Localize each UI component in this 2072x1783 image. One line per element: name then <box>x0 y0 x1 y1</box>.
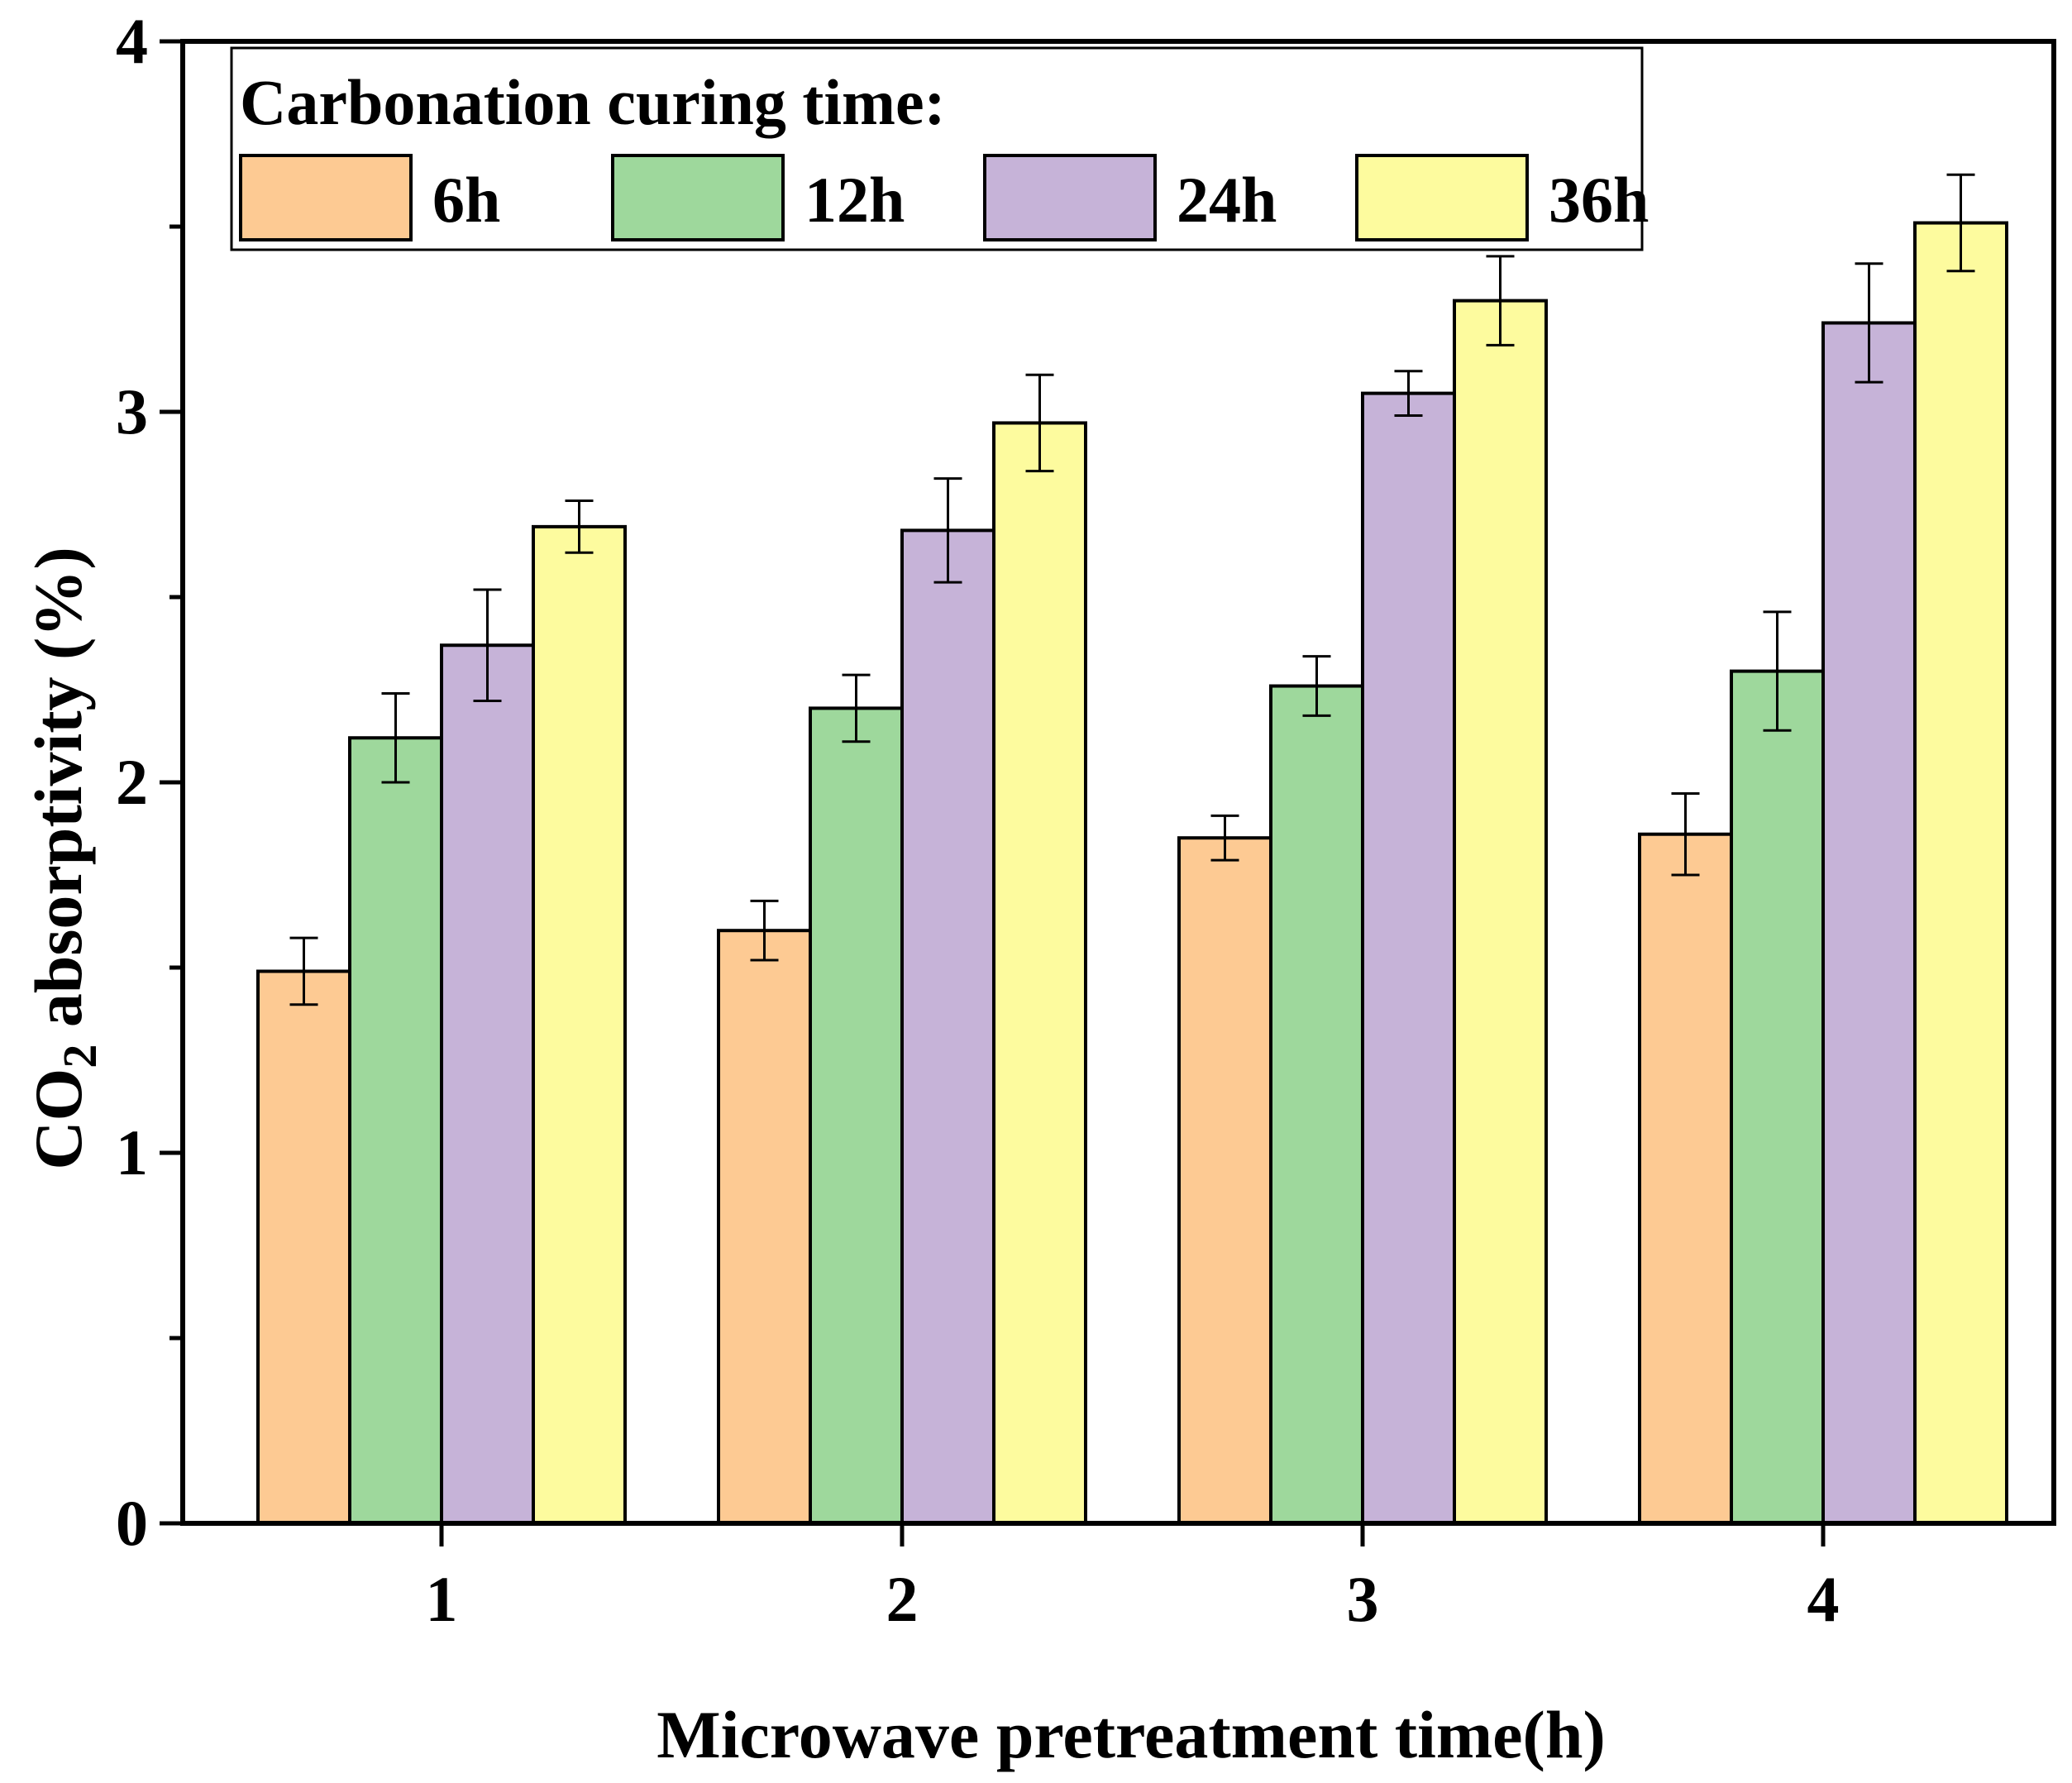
y-tick-label: 3 <box>116 375 148 447</box>
error-bar-24h-cat-2 <box>933 477 962 584</box>
legend-label-6h: 6h <box>432 164 500 236</box>
bar-12h-cat-2 <box>809 706 904 1525</box>
error-bar-24h-cat-1 <box>473 588 502 702</box>
x-tick-label: 3 <box>1347 1563 1379 1635</box>
x-axis-title: Microwave pretreatment time(h) <box>656 1697 1606 1772</box>
bar-6h-cat-2 <box>717 929 812 1525</box>
y-axis-title-rest: absorptivity (%) <box>21 547 96 1044</box>
y-tick-label: 0 <box>116 1487 148 1559</box>
bar-24h-cat-1 <box>440 643 535 1525</box>
legend: Carbonation curing time: 6h 12h 24h 36h <box>230 46 1649 251</box>
bar-36h-cat-1 <box>532 524 627 1525</box>
error-bar-6h-cat-4 <box>1671 791 1700 877</box>
error-bar-6h-cat-1 <box>289 936 318 1006</box>
bars-layer <box>256 221 2008 1526</box>
error-bar-36h-cat-2 <box>1025 373 1054 473</box>
error-bar-36h-cat-1 <box>565 500 594 554</box>
error-bar-12h-cat-4 <box>1763 610 1792 732</box>
legend-label-24h: 24h <box>1177 164 1277 236</box>
bar-6h-cat-1 <box>256 969 351 1525</box>
y-axis-title-main: CO <box>21 1068 96 1170</box>
legend-swatch-36h <box>1355 154 1529 241</box>
x-tick-label: 1 <box>426 1563 458 1635</box>
error-bar-36h-cat-4 <box>1946 173 1975 273</box>
bar-12h-cat-1 <box>348 736 443 1525</box>
bar-12h-cat-4 <box>1730 669 1825 1525</box>
bar-36h-cat-4 <box>1913 221 2008 1525</box>
bar-6h-cat-4 <box>1638 832 1733 1525</box>
error-bar-36h-cat-3 <box>1486 255 1515 347</box>
y-tick-label: 4 <box>116 5 148 77</box>
bar-24h-cat-2 <box>900 528 995 1525</box>
axis-ticks-layer: 0 1 2 3 4 1 2 3 4 <box>116 5 1840 1635</box>
bar-36h-cat-3 <box>1453 299 1548 1526</box>
legend-swatch-12h <box>611 154 785 241</box>
error-bar-6h-cat-2 <box>750 899 779 962</box>
legend-entries: 6h 12h 24h 36h <box>239 154 1649 241</box>
y-tick-label: 1 <box>116 1116 148 1188</box>
error-bar-12h-cat-3 <box>1302 655 1331 717</box>
legend-swatch-6h <box>239 154 413 241</box>
legend-swatch-24h <box>983 154 1157 241</box>
bar-12h-cat-3 <box>1269 684 1364 1525</box>
error-bar-12h-cat-1 <box>381 691 410 784</box>
bar-36h-cat-2 <box>992 421 1087 1526</box>
y-axis-title: CO2 absorptivity (%) <box>21 547 107 1169</box>
legend-label-12h: 12h <box>804 164 905 236</box>
legend-label-36h: 36h <box>1549 164 1649 236</box>
error-bars-layer <box>289 173 1975 1006</box>
bar-24h-cat-3 <box>1361 391 1456 1526</box>
error-bar-24h-cat-4 <box>1855 262 1883 384</box>
x-tick-label: 2 <box>886 1563 919 1635</box>
legend-title: Carbonation curing time: <box>240 66 946 138</box>
y-tick-label: 2 <box>116 746 148 818</box>
error-bar-24h-cat-3 <box>1394 370 1423 417</box>
error-bar-6h-cat-3 <box>1210 814 1239 862</box>
bar-24h-cat-4 <box>1821 321 1917 1526</box>
error-bar-12h-cat-2 <box>842 673 871 743</box>
bar-6h-cat-3 <box>1177 836 1272 1525</box>
y-axis-title-subscript: 2 <box>53 1044 107 1068</box>
x-tick-label: 4 <box>1807 1563 1840 1635</box>
